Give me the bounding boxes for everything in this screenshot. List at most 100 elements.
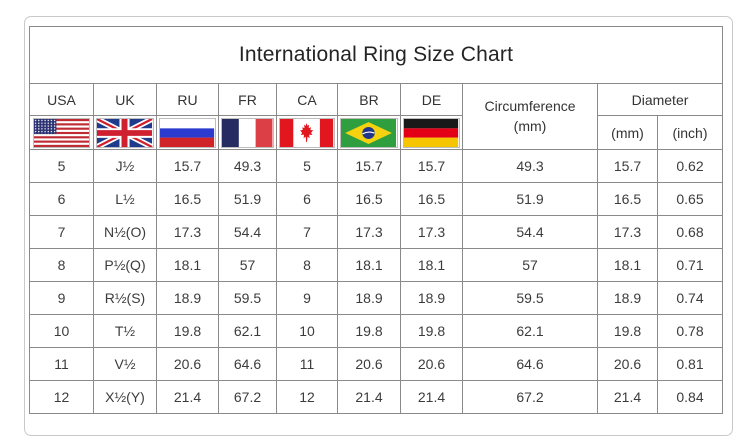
table-cell: 57 [218, 248, 277, 282]
table-cell: 67.2 [218, 380, 277, 414]
table-row: 10 T½ 19.8 62.1 10 19.8 19.8 62.1 19.8 0… [29, 314, 723, 348]
table-cell: 12 [276, 380, 338, 414]
russia-flag-icon [159, 118, 216, 148]
table-cell: 0.74 [657, 281, 723, 315]
uk-flag-cell [93, 115, 157, 150]
table-cell: 11 [29, 347, 94, 381]
france-flag-cell [218, 115, 277, 150]
table-cell: 16.5 [400, 182, 463, 216]
table-cell: 51.9 [462, 182, 598, 216]
table-cell: 20.6 [156, 347, 219, 381]
table-cell: R½(S) [93, 281, 157, 315]
table-cell: 0.62 [657, 149, 723, 183]
table-cell: 12 [29, 380, 94, 414]
canada-flag-icon [279, 118, 335, 148]
table-cell: 8 [276, 248, 338, 282]
circumference-unit: (mm) [513, 117, 547, 134]
table-cell: 62.1 [218, 314, 277, 348]
table-cell: 6 [29, 182, 94, 216]
table-cell: 18.9 [597, 281, 658, 315]
table-cell: 62.1 [462, 314, 598, 348]
table-cell: 16.5 [156, 182, 219, 216]
table-cell: 0.78 [657, 314, 723, 348]
table-cell: 19.8 [337, 314, 401, 348]
table-cell: 19.8 [156, 314, 219, 348]
table-cell: 7 [276, 215, 338, 249]
russia-flag-cell [156, 115, 219, 150]
table-cell: 59.5 [218, 281, 277, 315]
table-cell: 54.4 [462, 215, 598, 249]
table-cell: 8 [29, 248, 94, 282]
table-cell: 16.5 [597, 182, 658, 216]
table-cell: 0.84 [657, 380, 723, 414]
table-cell: 49.3 [218, 149, 277, 183]
col-header-diameter-mm: (mm) [597, 115, 658, 150]
table-cell: N½(O) [93, 215, 157, 249]
col-header-diameter-inch: (inch) [657, 115, 723, 150]
table-cell: V½ [93, 347, 157, 381]
table-cell: T½ [93, 314, 157, 348]
table-row: 7 N½(O) 17.3 54.4 7 17.3 17.3 54.4 17.3 … [29, 215, 723, 249]
table-cell: X½(Y) [93, 380, 157, 414]
table-cell: 17.3 [400, 215, 463, 249]
col-header-uk: UK [93, 83, 157, 116]
france-flag-icon [221, 118, 274, 148]
table-cell: 18.9 [400, 281, 463, 315]
country-code-row: USA UK RU FR CA BR DE Circumference (mm)… [29, 83, 723, 150]
table-cell: 17.3 [597, 215, 658, 249]
col-header-fr: FR [218, 83, 277, 116]
col-header-de: DE [400, 83, 463, 116]
table-cell: 19.8 [400, 314, 463, 348]
table-cell: 21.4 [400, 380, 463, 414]
germany-flag-cell [400, 115, 463, 150]
table-cell: 6 [276, 182, 338, 216]
table-row: 9 R½(S) 18.9 59.5 9 18.9 18.9 59.5 18.9 … [29, 281, 723, 315]
col-header-ca: CA [276, 83, 338, 116]
table-cell: 64.6 [462, 347, 598, 381]
table-cell: 15.7 [400, 149, 463, 183]
table-cell: 21.4 [337, 380, 401, 414]
col-header-circumference: Circumference (mm) [462, 83, 598, 150]
col-header-ru: RU [156, 83, 219, 116]
table-cell: 16.5 [337, 182, 401, 216]
table-cell: 17.3 [156, 215, 219, 249]
brazil-flag-icon [340, 118, 398, 148]
table-row: 8 P½(Q) 18.1 57 8 18.1 18.1 57 18.1 0.71 [29, 248, 723, 282]
table-cell: 5 [29, 149, 94, 183]
table-cell: 7 [29, 215, 94, 249]
table-cell: 64.6 [218, 347, 277, 381]
table-cell: 18.9 [337, 281, 401, 315]
table-cell: 15.7 [597, 149, 658, 183]
title-row: International Ring Size Chart [29, 26, 723, 84]
col-header-diameter: Diameter [597, 83, 723, 116]
flag-row: (mm) (inch) [29, 115, 723, 150]
table-cell: 18.9 [156, 281, 219, 315]
table-row: 12 X½(Y) 21.4 67.2 12 21.4 21.4 67.2 21.… [29, 380, 723, 414]
table-cell: 20.6 [337, 347, 401, 381]
table-cell: 20.6 [400, 347, 463, 381]
table-cell: 51.9 [218, 182, 277, 216]
chart-title: International Ring Size Chart [29, 26, 723, 84]
table-cell: 0.65 [657, 182, 723, 216]
table-row: 11 V½ 20.6 64.6 11 20.6 20.6 64.6 20.6 0… [29, 347, 723, 381]
table-cell: 0.71 [657, 248, 723, 282]
table-cell: 15.7 [156, 149, 219, 183]
table-cell: L½ [93, 182, 157, 216]
canada-flag-cell [276, 115, 338, 150]
table-cell: 11 [276, 347, 338, 381]
brazil-flag-cell [337, 115, 401, 150]
ring-size-table: International Ring Size Chart USA UK RU … [29, 26, 723, 414]
table-cell: P½(Q) [93, 248, 157, 282]
table-cell: 5 [276, 149, 338, 183]
usa-flag-cell [29, 115, 94, 150]
table-cell: J½ [93, 149, 157, 183]
table-cell: 18.1 [597, 248, 658, 282]
table-cell: 10 [29, 314, 94, 348]
table-cell: 18.1 [337, 248, 401, 282]
table-cell: 21.4 [156, 380, 219, 414]
table-cell: 21.4 [597, 380, 658, 414]
table-cell: 67.2 [462, 380, 598, 414]
table-cell: 9 [29, 281, 94, 315]
table-cell: 0.81 [657, 347, 723, 381]
